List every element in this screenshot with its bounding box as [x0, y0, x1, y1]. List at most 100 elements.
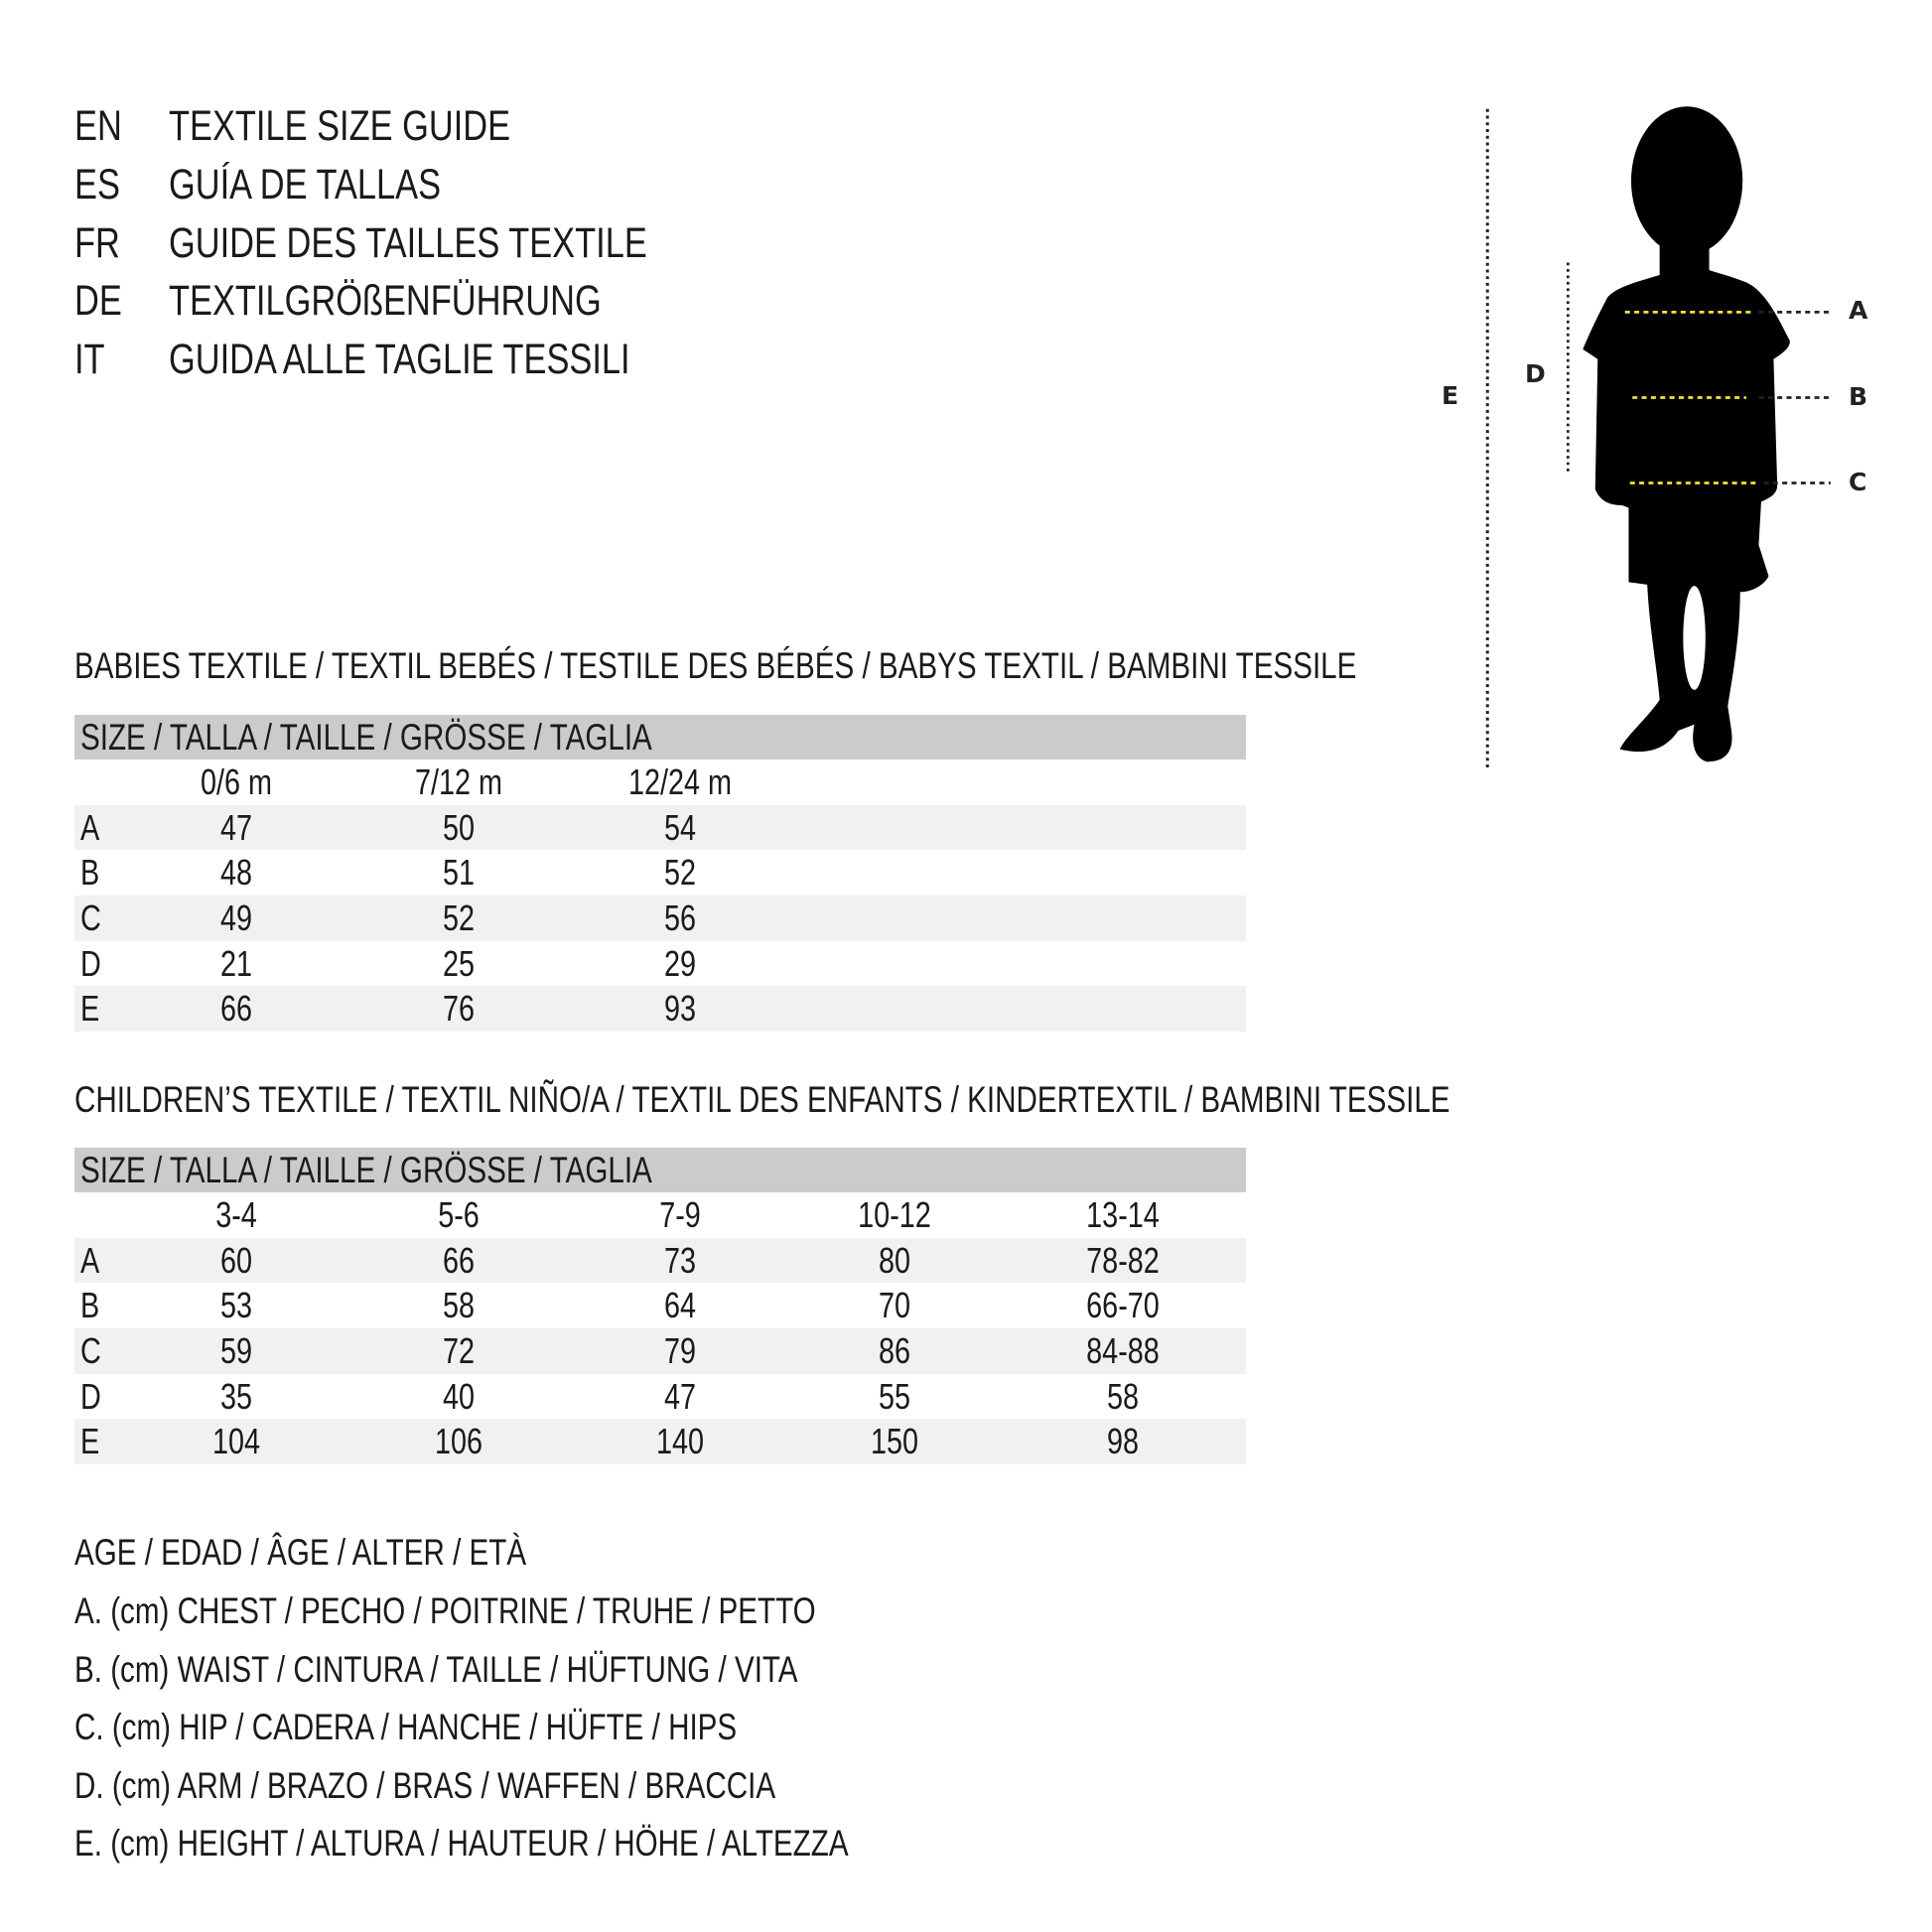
- column-header-text: 5-6: [438, 1194, 480, 1235]
- row-label-text: D: [80, 942, 101, 984]
- table-row: D 35 40 47 55 58: [74, 1374, 1246, 1420]
- size-header-bar: SIZE / TALLA / TAILLE / GRÖSSE / TAGLIA: [74, 1148, 1246, 1192]
- row-label-text: A: [80, 806, 100, 848]
- column-header-text: 7/12 m: [414, 761, 503, 802]
- language-code: DE: [74, 277, 122, 325]
- table-cell-value: 40: [442, 1375, 476, 1417]
- legend-age: AGE / EDAD / ÂGE / ALTER / ETÀ: [74, 1531, 639, 1575]
- row-label: D: [80, 1374, 106, 1420]
- column-header-text: 10-12: [858, 1194, 931, 1235]
- size-header-bar: SIZE / TALLA / TAILLE / GRÖSSE / TAGLIA: [74, 715, 1246, 759]
- legend-item-text: E. (cm) HEIGHT / ALTURA / HAUTEUR / HÖHE…: [74, 1823, 849, 1863]
- language-code: ES: [74, 161, 120, 208]
- table-cell-value: 64: [663, 1285, 697, 1326]
- table-cell-value: 54: [663, 806, 697, 848]
- babies-title-text: BABIES TEXTILE / TEXTIL BEBÉS / TESTILE …: [74, 645, 1357, 686]
- table-cell-value: 25: [442, 942, 476, 984]
- babies-section-title: BABIES TEXTILE / TEXTIL BEBÉS / TESTILE …: [74, 644, 1677, 688]
- legend-item-arm: D. (cm) ARM / BRAZO / BRAS / WAFFEN / BR…: [74, 1764, 951, 1808]
- table-cell-value: 47: [663, 1375, 697, 1417]
- row-label-text: E: [80, 988, 100, 1030]
- table-cell-value: 50: [442, 806, 476, 848]
- table-row: B 48 51 52: [74, 850, 1246, 896]
- table-cell-value: 59: [219, 1330, 253, 1372]
- label-c: C: [1849, 468, 1867, 496]
- row-label: B: [80, 1283, 104, 1328]
- table-cell-value: 53: [219, 1285, 253, 1326]
- label-d: D: [1525, 359, 1546, 388]
- leg-gap: [1683, 586, 1706, 690]
- table-cell-value: 58: [442, 1285, 476, 1326]
- row-label: D: [80, 941, 106, 987]
- row-label-text: B: [80, 852, 100, 894]
- table-row: E 66 76 93: [74, 986, 1246, 1033]
- legend-item-text: A. (cm) CHEST / PECHO / POITRINE / TRUHE…: [74, 1590, 816, 1631]
- children-section-title: CHILDREN’S TEXTILE / TEXTIL NIÑO/A / TEX…: [74, 1078, 1794, 1122]
- table-row: C 59 72 79 86 84-88: [74, 1328, 1246, 1374]
- table-cell-value: 51: [442, 852, 476, 894]
- table-cell-value: 76: [442, 988, 476, 1030]
- column-header-text: 3-4: [215, 1194, 257, 1235]
- column-header-row: 3-4 5-6 7-9 10-12 13-14: [74, 1192, 1246, 1238]
- row-label: A: [80, 805, 104, 851]
- babies-size-table: SIZE / TALLA / TAILLE / GRÖSSE / TAGLIA 0…: [74, 715, 1246, 1033]
- table-cell-value: 86: [878, 1330, 911, 1372]
- language-code: EN: [74, 102, 122, 150]
- size-header-label: SIZE / TALLA / TAILLE / GRÖSSE / TAGLIA: [80, 1150, 652, 1190]
- table-cell-value: 140: [655, 1421, 705, 1462]
- table-row: D 21 25 29: [74, 941, 1246, 987]
- table-cell-value: 52: [663, 852, 697, 894]
- table-cell-value: 106: [434, 1421, 483, 1462]
- column-header-text: 7-9: [659, 1194, 701, 1235]
- table-cell-value: 72: [442, 1330, 476, 1372]
- row-label-text: D: [80, 1375, 101, 1417]
- legend-item-chest: A. (cm) CHEST / PECHO / POITRINE / TRUHE…: [74, 1589, 1001, 1633]
- table-cell-value: 60: [219, 1239, 253, 1281]
- size-header-label: SIZE / TALLA / TAILLE / GRÖSSE / TAGLIA: [80, 717, 652, 758]
- header-title: GUÍA DE TALLAS: [169, 161, 442, 208]
- row-label-text: E: [80, 1421, 100, 1462]
- table-cell-value: 150: [870, 1421, 919, 1462]
- row-label: C: [80, 1328, 106, 1374]
- language-code: IT: [74, 336, 105, 383]
- table-cell-value: 66-70: [1086, 1285, 1160, 1326]
- table-row: B 53 58 64 70 66-70: [74, 1283, 1246, 1328]
- table-cell-value: 93: [663, 988, 697, 1030]
- table-cell-value: 56: [663, 897, 697, 939]
- row-label: E: [80, 986, 104, 1032]
- row-label: A: [80, 1238, 104, 1284]
- table-cell-value: 73: [663, 1239, 697, 1281]
- header-title: GUIDE DES TAILLES TEXTILE: [169, 219, 647, 267]
- row-label: C: [80, 896, 106, 941]
- table-cell-value: 66: [442, 1239, 476, 1281]
- table-cell-value: 47: [219, 806, 253, 848]
- legend-age-text: AGE / EDAD / ÂGE / ALTER / ETÀ: [74, 1532, 527, 1573]
- table-cell-value: 80: [878, 1239, 911, 1281]
- children-size-table: SIZE / TALLA / TAILLE / GRÖSSE / TAGLIA 3…: [74, 1148, 1246, 1465]
- table-cell-value: 104: [211, 1421, 261, 1462]
- table-cell-value: 48: [219, 852, 253, 894]
- table-cell-value: 98: [1106, 1421, 1140, 1462]
- table-row: C 49 52 56: [74, 896, 1246, 941]
- table-row: A 60 66 73 80 78-82: [74, 1237, 1246, 1284]
- row-label-text: A: [80, 1239, 100, 1281]
- table-cell-value: 70: [878, 1285, 911, 1326]
- table-cell-value: 35: [219, 1375, 253, 1417]
- header-title: TEXTILGRÖßENFÜHRUNG: [169, 277, 602, 325]
- column-header-row: 0/6 m 7/12 m 12/24 m: [74, 759, 1246, 805]
- legend-item-text: D. (cm) ARM / BRAZO / BRAS / WAFFEN / BR…: [74, 1765, 776, 1806]
- row-label: E: [80, 1419, 104, 1464]
- row-label-text: C: [80, 1330, 101, 1372]
- table-cell-value: 84-88: [1086, 1330, 1160, 1372]
- child-silhouette-diagram: [1485, 106, 1831, 768]
- table-cell-value: 58: [1106, 1375, 1140, 1417]
- language-code: FR: [74, 219, 120, 267]
- row-label: B: [80, 850, 104, 896]
- label-a: A: [1849, 296, 1868, 325]
- row-label-text: C: [80, 897, 101, 939]
- table-cell-value: 49: [219, 897, 253, 939]
- legend-item-text: B. (cm) WAIST / CINTURA / TAILLE / HÜFTU…: [74, 1649, 798, 1690]
- row-label-text: B: [80, 1285, 100, 1326]
- column-header-text: 13-14: [1086, 1194, 1160, 1235]
- table-cell-value: 52: [442, 897, 476, 939]
